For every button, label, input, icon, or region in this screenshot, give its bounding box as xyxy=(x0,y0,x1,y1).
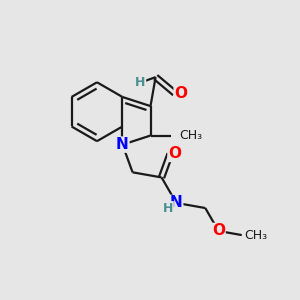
Text: H: H xyxy=(135,76,146,89)
Text: O: O xyxy=(174,86,187,101)
Text: CH₃: CH₃ xyxy=(245,229,268,242)
Text: CH₃: CH₃ xyxy=(179,129,203,142)
Text: N: N xyxy=(116,137,129,152)
Text: N: N xyxy=(170,195,183,210)
Text: H: H xyxy=(163,202,173,215)
Text: O: O xyxy=(168,146,181,161)
Text: O: O xyxy=(212,224,225,238)
